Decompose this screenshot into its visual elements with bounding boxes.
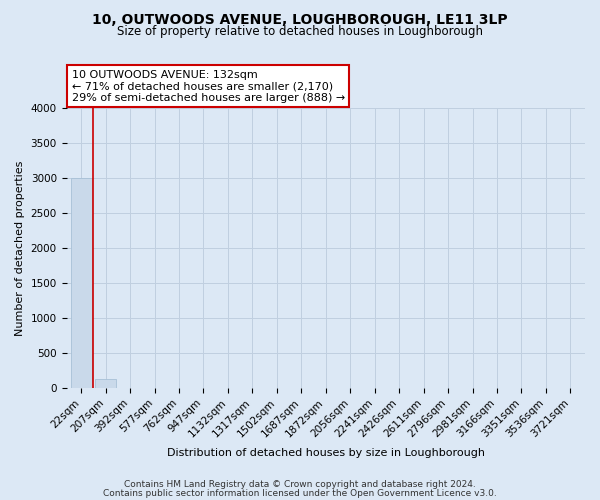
Text: Size of property relative to detached houses in Loughborough: Size of property relative to detached ho…	[117, 25, 483, 38]
Text: 10 OUTWOODS AVENUE: 132sqm
← 71% of detached houses are smaller (2,170)
29% of s: 10 OUTWOODS AVENUE: 132sqm ← 71% of deta…	[72, 70, 345, 103]
Text: Contains HM Land Registry data © Crown copyright and database right 2024.: Contains HM Land Registry data © Crown c…	[124, 480, 476, 489]
Text: Contains public sector information licensed under the Open Government Licence v3: Contains public sector information licen…	[103, 488, 497, 498]
Y-axis label: Number of detached properties: Number of detached properties	[15, 160, 25, 336]
X-axis label: Distribution of detached houses by size in Loughborough: Distribution of detached houses by size …	[167, 448, 485, 458]
Bar	[95, 379, 116, 388]
Bar	[71, 178, 92, 388]
Text: 10, OUTWOODS AVENUE, LOUGHBOROUGH, LE11 3LP: 10, OUTWOODS AVENUE, LOUGHBOROUGH, LE11 …	[92, 12, 508, 26]
